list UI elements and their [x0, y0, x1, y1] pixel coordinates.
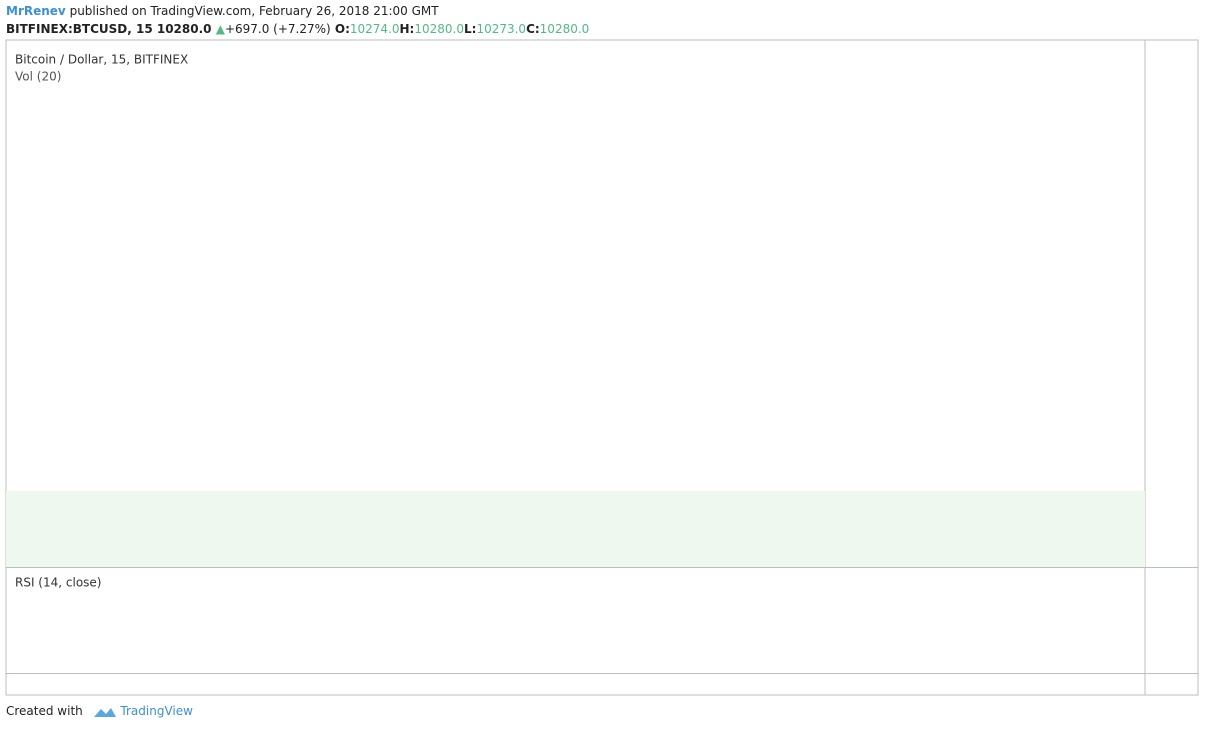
change: +697.0 (+7.27%) [224, 22, 331, 36]
author[interactable]: MrRenev [6, 4, 66, 18]
ohlc-key: H: [399, 22, 415, 36]
frame [5, 39, 1199, 696]
ohlc-value: 10280.0 [414, 22, 464, 36]
ohlc-key: L: [463, 22, 477, 36]
volume-background [6, 491, 1145, 567]
symbol: BITFINEX:BTCUSD, 15 [6, 22, 153, 36]
header-line: MrRenev published on TradingView.com, Fe… [6, 4, 439, 18]
pane-title: Bitcoin / Dollar, 15, BITFINEX [15, 53, 188, 67]
rsi-title: RSI (14, close) [15, 576, 101, 590]
footer: Created with TradingView [6, 704, 193, 718]
published: published on TradingView.com, February 2… [69, 4, 439, 18]
up-arrow: ▲ [215, 22, 225, 36]
ohlc-value: 10280.0 [539, 22, 590, 36]
footer-text: Created with [6, 704, 83, 718]
ohlc-key: C: [526, 22, 540, 36]
ohlc-value: 10274.0 [349, 22, 400, 36]
symbol-line: BITFINEX:BTCUSD, 15 10280.0 ▲+697.0 (+7.… [6, 22, 589, 36]
ohlc-value: 10273.0 [476, 22, 527, 36]
logo [93, 707, 116, 717]
footer-brand[interactable]: TradingView [120, 704, 193, 718]
volume-title: Vol (20) [15, 70, 61, 84]
ohlc: O:10274.0H:10280.0L:10273.0C:10280.0 [335, 22, 589, 36]
last-price: 10280.0 [156, 22, 212, 36]
ohlc-key: O: [334, 22, 350, 36]
